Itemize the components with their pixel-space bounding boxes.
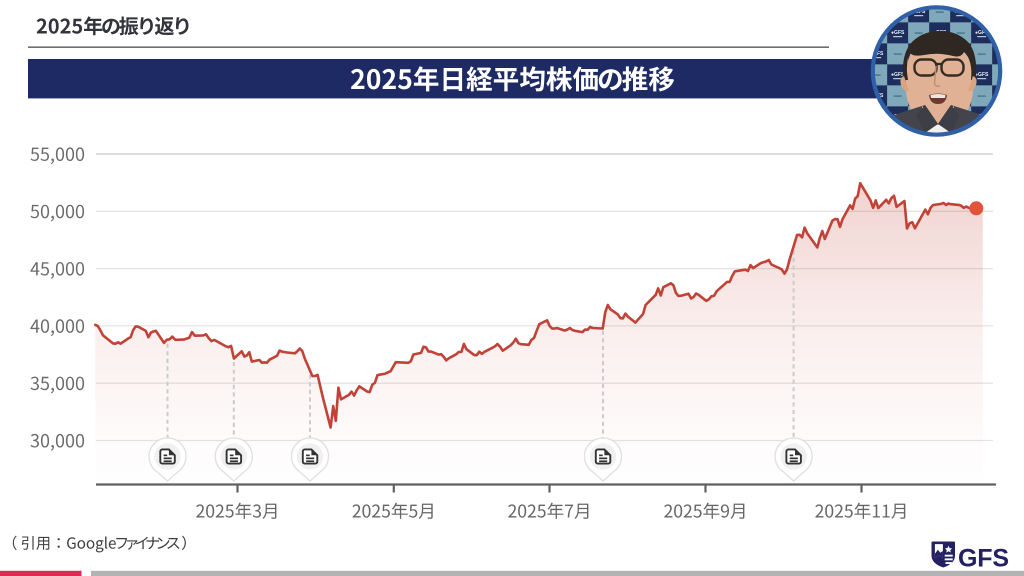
svg-text:●GFS: ●GFS xyxy=(870,9,884,15)
svg-text:●GFS: ●GFS xyxy=(891,72,905,78)
svg-text:●GFS: ●GFS xyxy=(975,30,989,36)
svg-text:●GFS: ●GFS xyxy=(975,72,989,78)
svg-text:●GFS: ●GFS xyxy=(891,30,905,36)
svg-text:●GFS: ●GFS xyxy=(954,135,968,141)
svg-text:●GFS: ●GFS xyxy=(870,135,884,141)
svg-text:●GFS: ●GFS xyxy=(870,51,884,57)
svg-text:●GFS: ●GFS xyxy=(996,135,1010,141)
svg-text:●GFS: ●GFS xyxy=(996,9,1010,15)
svg-text:●GFS: ●GFS xyxy=(912,9,926,15)
svg-text:●GFS: ●GFS xyxy=(912,135,926,141)
svg-text:GFS: GFS xyxy=(958,545,1009,573)
